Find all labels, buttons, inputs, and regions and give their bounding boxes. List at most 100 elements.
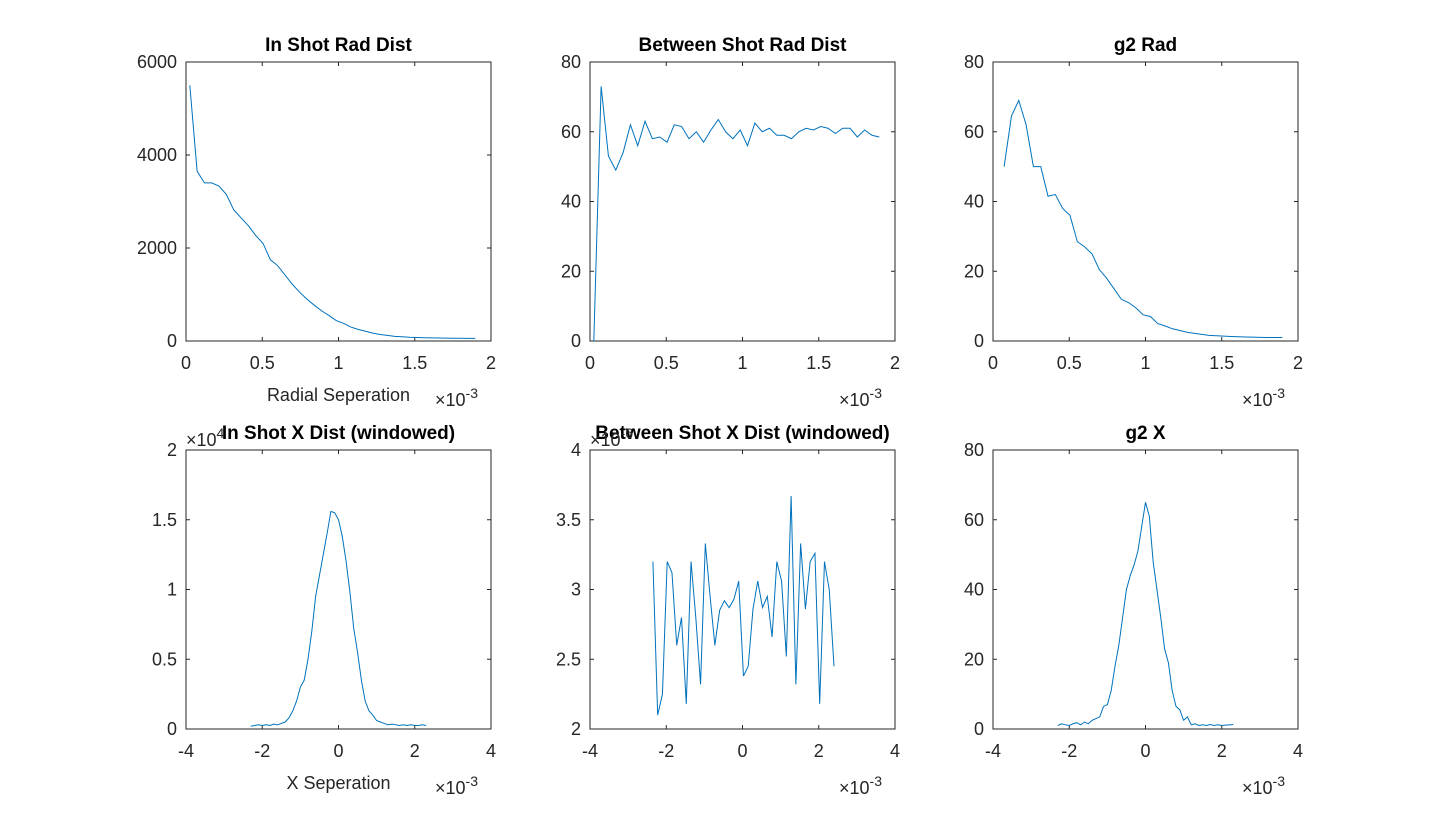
x-tick-label: 0	[737, 741, 747, 761]
x-tick-label: 2	[890, 353, 900, 373]
y-tick-label: 60	[964, 122, 984, 142]
x-tick-label: 2	[486, 353, 496, 373]
y-tick-label: 6000	[137, 52, 177, 72]
axis-multiplier: ×10-3	[1242, 385, 1285, 410]
y-tick-label: 60	[964, 510, 984, 530]
multiplier-exponent: -3	[466, 773, 479, 789]
axes-box	[589, 61, 896, 342]
y-tick-label: 40	[964, 192, 984, 212]
y-tick-label: 0.5	[152, 649, 177, 669]
axis-multiplier: ×104	[186, 425, 225, 450]
x-tick-label: 0.5	[1057, 353, 1082, 373]
axes-box	[185, 61, 492, 342]
y-tick-label: 2.5	[556, 649, 581, 669]
y-tick-label: 80	[964, 440, 984, 460]
x-tick-label: 0.5	[654, 353, 679, 373]
x-axis-label: X Seperation	[286, 773, 390, 793]
axes-box	[992, 449, 1299, 730]
y-tick-label: 20	[964, 649, 984, 669]
axis-multiplier: ×10-3	[435, 385, 478, 410]
x-tick-label: 1.5	[806, 353, 831, 373]
x-tick-label: 4	[890, 741, 900, 761]
x-tick-label: -2	[1061, 741, 1077, 761]
multiplier-exponent: -3	[1273, 385, 1286, 401]
y-tick-label: 0	[974, 719, 984, 739]
multiplier-base: ×10	[435, 390, 466, 410]
multiplier-base: ×10	[590, 430, 621, 450]
multiplier-base: ×10	[186, 430, 217, 450]
chart-title: Between Shot X Dist (windowed)	[595, 423, 890, 444]
x-tick-label: -4	[582, 741, 598, 761]
y-tick-label: 40	[561, 192, 581, 212]
x-tick-label: 2	[1293, 353, 1303, 373]
chart-title: In Shot X Dist (windowed)	[222, 423, 455, 444]
chart-title: In Shot Rad Dist	[265, 35, 412, 56]
x-tick-label: 2	[1217, 741, 1227, 761]
x-tick-label: 0.5	[250, 353, 275, 373]
multiplier-exponent: 4	[217, 425, 225, 441]
x-tick-label: 0	[585, 353, 595, 373]
x-tick-label: 1	[1140, 353, 1150, 373]
y-tick-label: 0	[167, 331, 177, 351]
y-tick-label: 80	[964, 52, 984, 72]
x-tick-label: 0	[1140, 741, 1150, 761]
y-tick-label: 2000	[137, 238, 177, 258]
axis-multiplier: ×10-3	[435, 773, 478, 798]
x-tick-label: 1.5	[402, 353, 427, 373]
x-tick-label: 0	[333, 741, 343, 761]
x-tick-label: -2	[254, 741, 270, 761]
multiplier-exponent: -3	[466, 385, 479, 401]
multiplier-exponent: -3	[870, 385, 883, 401]
x-tick-label: 2	[410, 741, 420, 761]
data-line	[1003, 98, 1283, 339]
multiplier-exponent: -6	[621, 425, 634, 441]
y-tick-label: 20	[561, 261, 581, 281]
x-tick-label: -4	[178, 741, 194, 761]
data-line	[593, 86, 880, 342]
y-tick-label: 4	[571, 440, 581, 460]
chart-title: Between Shot Rad Dist	[639, 35, 848, 56]
x-tick-label: 2	[814, 741, 824, 761]
multiplier-base: ×10	[435, 778, 466, 798]
multiplier-base: ×10	[839, 390, 870, 410]
y-tick-label: 3	[571, 580, 581, 600]
multiplier-exponent: -3	[1273, 773, 1286, 789]
multiplier-exponent: -3	[870, 773, 883, 789]
axis-multiplier: ×10-3	[839, 773, 882, 798]
y-tick-label: 20	[964, 261, 984, 281]
data-line	[250, 510, 427, 727]
data-line	[1057, 502, 1234, 727]
y-tick-label: 80	[561, 52, 581, 72]
y-tick-label: 3.5	[556, 510, 581, 530]
y-tick-label: 0	[571, 331, 581, 351]
x-tick-label: -4	[985, 741, 1001, 761]
axes-box	[589, 449, 896, 730]
chart-title: g2 X	[1125, 423, 1165, 444]
axes-box	[992, 61, 1299, 342]
x-axis-label: Radial Seperation	[267, 385, 410, 405]
x-tick-label: 1	[333, 353, 343, 373]
y-tick-label: 2	[571, 719, 581, 739]
y-tick-label: 0	[167, 719, 177, 739]
x-tick-label: 1	[737, 353, 747, 373]
data-line	[189, 85, 476, 339]
y-tick-label: 60	[561, 122, 581, 142]
chart-title: g2 Rad	[1114, 35, 1177, 56]
axes-box	[185, 449, 492, 730]
x-tick-label: 0	[988, 353, 998, 373]
y-tick-label: 1	[167, 580, 177, 600]
x-tick-label: 4	[486, 741, 496, 761]
y-tick-label: 40	[964, 580, 984, 600]
axis-multiplier: ×10-3	[839, 385, 882, 410]
y-tick-label: 4000	[137, 145, 177, 165]
x-tick-label: 4	[1293, 741, 1303, 761]
x-tick-label: 1.5	[1209, 353, 1234, 373]
x-tick-label: -2	[658, 741, 674, 761]
axis-multiplier: ×10-3	[1242, 773, 1285, 798]
multiplier-base: ×10	[1242, 778, 1273, 798]
y-tick-label: 2	[167, 440, 177, 460]
x-tick-label: 0	[181, 353, 191, 373]
multiplier-base: ×10	[1242, 390, 1273, 410]
y-tick-label: 0	[974, 331, 984, 351]
